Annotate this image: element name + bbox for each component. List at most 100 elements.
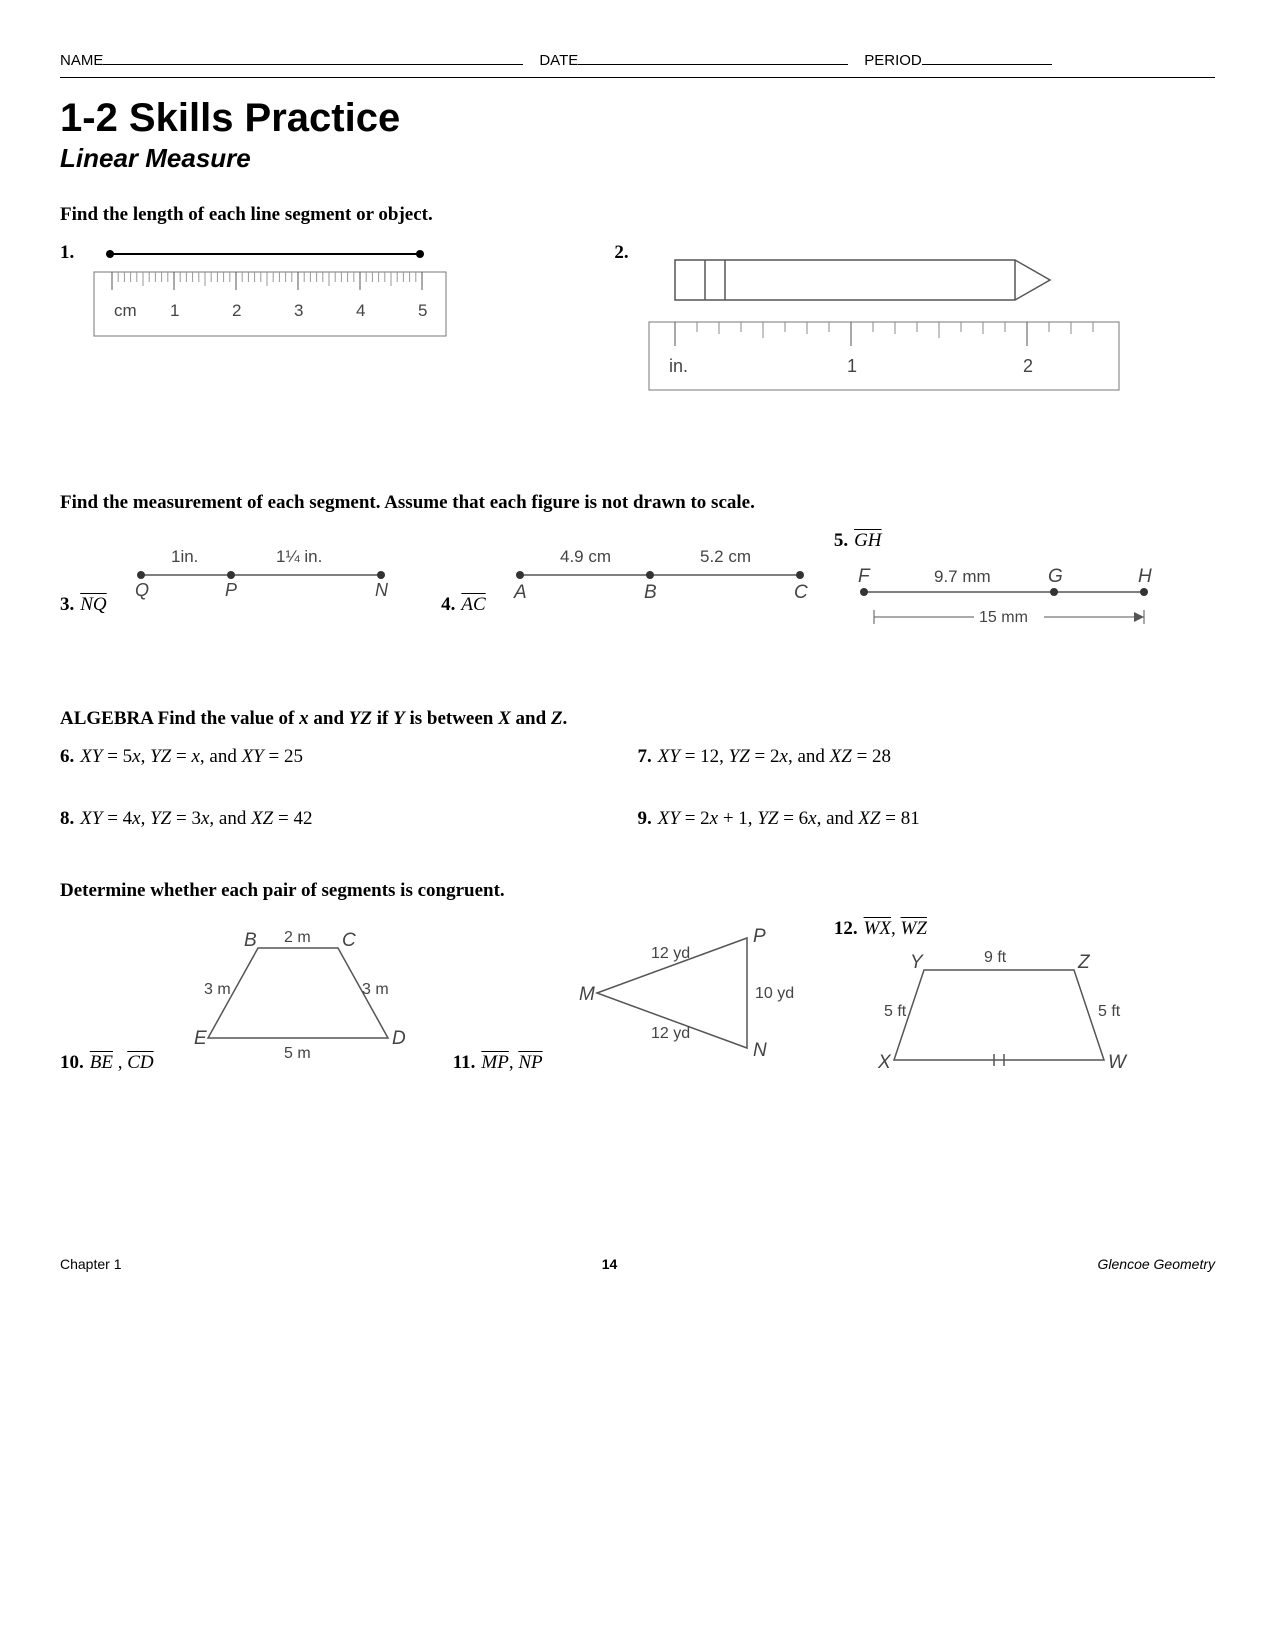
s3-end: . [563,708,568,729]
section4-instruction: Determine whether each pair of segments … [60,880,1215,902]
svg-text:5: 5 [418,301,427,320]
p9-b: YZ [757,808,778,829]
p8-cv: = 42 [273,808,312,829]
svg-text:C: C [794,582,808,603]
svg-text:15 mm: 15 mm [979,609,1028,626]
svg-text:12 yd: 12 yd [651,1025,690,1042]
svg-text:2 m: 2 m [284,929,311,946]
svg-text:Q: Q [135,580,149,600]
s3-x: x [299,708,309,729]
p6-a: XY [80,746,102,767]
svg-text:in.: in. [669,356,688,376]
svg-text:N: N [375,580,389,600]
svg-text:1¼ in.: 1¼ in. [276,547,322,566]
p10-s2: CD [127,1052,153,1073]
p7-av: = 12, [680,746,729,767]
p9-num: 9. [638,808,652,829]
s3-yz: YZ [349,708,372,729]
svg-text:4: 4 [356,301,365,320]
date-blank [578,50,848,65]
p5-num: 5. [834,530,848,551]
p6-c: XY [242,746,264,767]
svg-text:P: P [225,580,237,600]
page-subtitle: Linear Measure [60,143,1215,174]
p12-figure: Y Z W X 9 ft 5 ft 5 ft [834,940,1134,1090]
p8-c: XZ [251,808,273,829]
p7-x: x [780,746,788,767]
p11-s2: NP [518,1052,542,1073]
svg-text:5 ft: 5 ft [1098,1003,1121,1020]
problem-2: 2. [614,242,1215,412]
p7-a: XY [658,746,680,767]
period-label: PERIOD [864,52,922,69]
p9-and: , and [817,808,859,829]
p9-x2: x [808,808,816,829]
footer-right: Glencoe Geometry [1098,1256,1216,1272]
p5-figure: F 9.7 mm G H 15 mm [834,552,1174,642]
p9-plus: + 1, [718,808,757,829]
p7-bv: = 2 [750,746,780,767]
svg-text:2: 2 [1023,356,1033,376]
p11-num: 11. [453,1052,476,1073]
footer-center: 14 [602,1256,618,1272]
svg-text:5 m: 5 m [284,1045,311,1062]
p9-cv: = 81 [880,808,919,829]
svg-text:10 yd: 10 yd [755,985,794,1002]
p9-a: XY [658,808,680,829]
p6-av: = 5 [102,746,132,767]
svg-text:G: G [1048,566,1063,587]
svg-text:12 yd: 12 yd [651,945,690,962]
svg-text:1: 1 [170,301,179,320]
svg-text:P: P [753,926,766,947]
problem-9: 9.XY = 2x + 1, YZ = 6x, and XZ = 81 [638,808,1216,830]
problem-4: 4.AC 4.9 cm 5.2 cm A B C [441,530,834,648]
p11-comma: , [509,1052,519,1073]
p1-num: 1. [60,242,74,264]
p7-cv: = 28 [852,746,891,767]
p11-s1: MP [481,1052,508,1073]
s3-X: X [498,708,511,729]
p4-seg: AC [461,594,485,615]
p12-comma: , [891,918,901,939]
p3-seg: NQ [80,594,106,615]
svg-text:Z: Z [1077,952,1091,973]
svg-text:M: M [579,984,595,1005]
page-title: 1-2 Skills Practice [60,96,1215,141]
p6-num: 6. [60,746,74,767]
p6-and: , and [200,746,242,767]
p6-b: YZ [150,746,171,767]
svg-text:3 m: 3 m [362,981,389,998]
p8-bv: = 3 [171,808,201,829]
svg-text:H: H [1138,566,1152,587]
header-fields: NAME DATE PERIOD [60,50,1215,69]
svg-text:D: D [392,1028,406,1049]
p9-bv: = 6 [778,808,808,829]
svg-text:4.9 cm: 4.9 cm [560,547,611,566]
svg-text:E: E [194,1028,207,1049]
problem-3: 3.NQ 1in. 1¼ in. Q P N [60,530,441,648]
name-label: NAME [60,52,103,69]
period-field: PERIOD [864,50,1052,69]
p4-num: 4. [441,594,455,615]
p10-figure: B C D E 2 m 3 m 3 m 5 m [158,918,438,1068]
top-rule [60,77,1215,78]
p6-x2: x [191,746,199,767]
svg-text:5 ft: 5 ft [884,1003,907,1020]
page-footer: Chapter 1 14 Glencoe Geometry [60,1256,1215,1272]
svg-text:X: X [877,1052,892,1073]
section1-instruction: Find the length of each line segment or … [60,204,1215,226]
period-blank [922,50,1052,65]
p8-num: 8. [60,808,74,829]
svg-text:3 m: 3 m [204,981,231,998]
problem-12: 12.WX, WZ Y Z W X 9 ft 5 ft 5 ft [834,918,1215,1096]
p6-cv: = 25 [264,746,303,767]
algebra-row-2: 8.XY = 4x, YZ = 3x, and XZ = 42 9.XY = 2… [60,808,1215,830]
p9-c: XZ [858,808,880,829]
p9-av: = 2 [680,808,710,829]
s3-Z: Z [551,708,563,729]
s3-y: Y [393,708,405,729]
problem-1: 1. cm 1 2 3 4 5 [60,242,614,412]
p7-c: XZ [830,746,852,767]
p7-b: YZ [729,746,750,767]
p9-x1: x [710,808,718,829]
